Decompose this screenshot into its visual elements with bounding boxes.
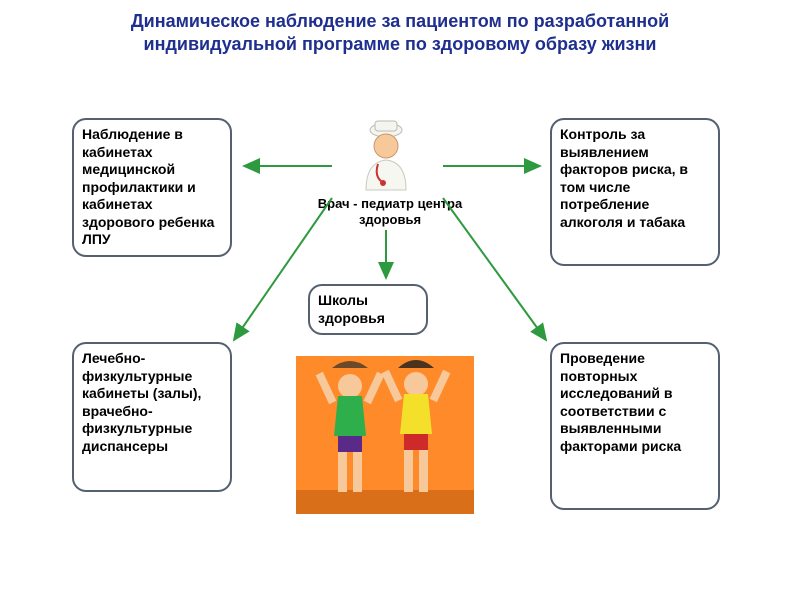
exercise-icon [290,350,480,520]
box-lfk-rooms: Лечебно-физкультурные кабинеты (залы), в… [72,342,232,492]
page-title: Динамическое наблюдение за пациентом по … [80,10,720,55]
center-label: Врач - педиатр центра здоровья [310,196,470,227]
box-risk-control: Контроль за выявлением факторов риска, в… [550,118,720,266]
box-health-schools: Школы здоровья [308,284,428,335]
box-observation: Наблюдение в кабинетах медицинской профи… [72,118,232,257]
doctor-icon [350,118,422,192]
box-repeat-studies: Проведение повторных исследований в соот… [550,342,720,510]
